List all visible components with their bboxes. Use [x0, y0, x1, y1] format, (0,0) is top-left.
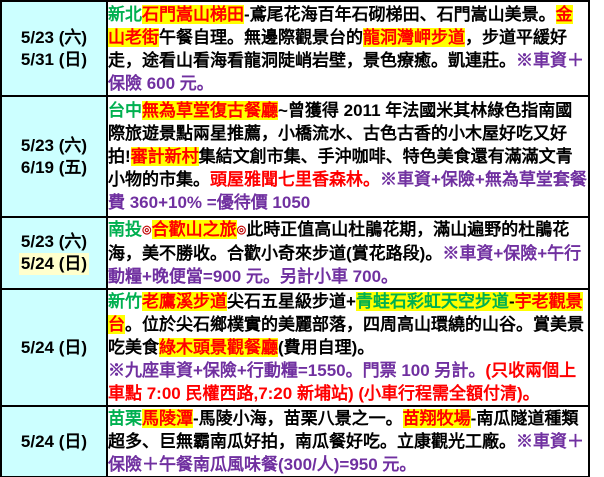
table-row: 5/23 (六) 6/19 (五) 台中無為草堂復古餐廳~曾獲得 2011 年法國米…	[0, 95, 590, 218]
date-text: 5/23 (六)	[20, 232, 88, 251]
text-segment: 馬陵潭	[142, 409, 193, 428]
date-text: 5/31 (日)	[20, 49, 88, 69]
text-segment: ※車資＋保險＋午餐南瓜風味餐(300/人)=950 元。	[108, 432, 584, 474]
tour-description-cell: 苗栗馬陵潭-馬陵小海，苗栗八景之一。苗翔牧場-南瓜隧道種類超多、巨無霸南瓜好拍，…	[106, 405, 590, 477]
date-cell: 5/24 (日)	[0, 288, 108, 407]
table-row: 5/23 (六) 5/31 (日) 新北石門嵩山梯田-鳶尾花海百年石砌梯田、石門嵩山…	[0, 0, 590, 97]
text-segment: -南瓜隧道種類超多、巨無霸南瓜好拍，南瓜餐好吃。立康觀光工廠。	[108, 409, 579, 451]
text-segment: 頭屋雅聞七里香森林。	[210, 170, 380, 189]
text-segment: ，步道平緩好走，途看山看海看龍洞陡峭岩壁，景色療癒。凱連莊。	[108, 27, 567, 70]
text-segment: 苗栗	[108, 409, 142, 428]
text-segment: 台中	[108, 101, 142, 120]
tour-description-cell: 南投◎合歡山之旅◎此時正值高山杜鵑花期，滿山遍野的杜鵑花海，美不勝收。合歡小奇來…	[106, 216, 590, 290]
date-text: 5/24 (日)	[20, 431, 88, 451]
date-text: 6/19 (五)	[20, 157, 88, 177]
text-segment: ◎	[142, 224, 152, 236]
date-cell: 5/23 (六) 5/24 (日)	[0, 216, 108, 290]
text-segment: (費用自理)。	[278, 338, 375, 357]
text-segment: 。位於尖石鄉樸實的美麗部落，四周高山環繞的山谷。賞美景吃美食	[108, 315, 584, 357]
tour-schedule-table: 5/23 (六) 5/31 (日) 新北石門嵩山梯田-鳶尾花海百年石砌梯田、石門嵩山…	[0, 0, 590, 477]
text-segment: 新竹	[108, 292, 142, 311]
date-text: 5/24 (日)	[2, 253, 106, 275]
text-segment: 龍洞灣岬步道	[363, 27, 465, 47]
table-row: 5/24 (日) 苗栗馬陵潭-馬陵小海，苗栗八景之一。苗翔牧場-南瓜隧道種類超多、…	[0, 405, 590, 477]
date-text: 5/23 (六)	[20, 135, 88, 155]
date-text: 5/24 (日)	[20, 337, 88, 357]
text-segment: 苗翔牧場	[402, 409, 471, 428]
date-text-highlighted: 5/24 (日)	[18, 253, 90, 275]
text-segment: 合歡山之旅	[151, 220, 237, 239]
date-cell: 5/23 (六) 6/19 (五)	[0, 95, 108, 218]
text-segment: 老鷹溪步道	[142, 292, 227, 311]
text-segment: -馬陵小海，苗栗八景之一。	[193, 409, 403, 428]
date-text: 5/23 (六)	[20, 27, 88, 47]
text-segment: -	[508, 292, 515, 311]
text-segment: 審計新村	[130, 147, 199, 166]
text-segment: 無為草堂復古餐廳	[142, 101, 278, 120]
text-segment: (只收兩個上車點 7:00 民權西路,7:20 新埔站) (小車行程需全額付清)…	[108, 361, 577, 403]
tour-description-cell: 台中無為草堂復古餐廳~曾獲得 2011 年法國米其林綠色指南國際旅遊景點兩星推薦…	[106, 95, 590, 218]
text-segment: ※車資＋保險 600 元。	[108, 50, 584, 93]
text-segment: 集結文創市集、手沖咖啡、特色美食還有滿滿文青小物的市集。	[108, 147, 573, 189]
date-cell: 5/24 (日)	[0, 405, 108, 477]
tour-table-body: 5/23 (六) 5/31 (日) 新北石門嵩山梯田-鳶尾花海百年石砌梯田、石門嵩山…	[0, 0, 590, 477]
text-segment: 綠木頭景觀餐廳	[159, 338, 278, 357]
tour-description-cell: 新竹老鷹溪步道尖石五星級步道+青蛙石彩虹天空步道-宇老觀景台。位於尖石鄉樸實的美…	[106, 288, 590, 407]
date-cell: 5/23 (六) 5/31 (日)	[0, 0, 108, 97]
table-row: 5/23 (六) 5/24 (日) 南投◎合歡山之旅◎此時正值高山杜鵑花期，滿山遍野…	[0, 216, 590, 290]
text-segment: 南投	[108, 220, 142, 239]
text-segment: ※車資+保險+無為草堂套餐費 360+10% =優待價 1050	[108, 170, 587, 212]
text-segment: ◎	[236, 224, 247, 236]
text-segment: 午餐自理。無邊際觀景台的	[159, 27, 363, 47]
text-segment: ※車資+保險+午行動糧+晚便當=900 元。另計小車 700。	[108, 244, 582, 286]
text-segment: ※九座車資+保險+行動糧=1550。門票 100 另計。	[108, 361, 486, 380]
text-segment: 青蛙石彩虹天空步道	[355, 292, 509, 311]
table-row: 5/24 (日) 新竹老鷹溪步道尖石五星級步道+青蛙石彩虹天空步道-宇老觀景台。位…	[0, 288, 590, 407]
text-segment: 此時正值高山杜鵑花期，滿山遍野的杜鵑花海，美不勝收。合歡小奇來步道(賞花路段)。	[108, 220, 570, 263]
text-segment: 新北	[108, 4, 142, 24]
text-segment: 尖石五星級步道+	[227, 292, 356, 311]
tour-description-cell: 新北石門嵩山梯田-鳶尾花海百年石砌梯田、石門嵩山美景。金山老街午餐自理。無邊際觀…	[106, 0, 590, 97]
text-segment: -鳶尾花海百年石砌梯田、石門嵩山美景。	[244, 4, 556, 24]
text-segment: ~曾獲得 2011 年法國米其林綠色指南國際旅遊景點兩星推薦，小橋流水、古色古香…	[108, 101, 573, 166]
text-segment: 石門嵩山梯田	[142, 4, 244, 24]
